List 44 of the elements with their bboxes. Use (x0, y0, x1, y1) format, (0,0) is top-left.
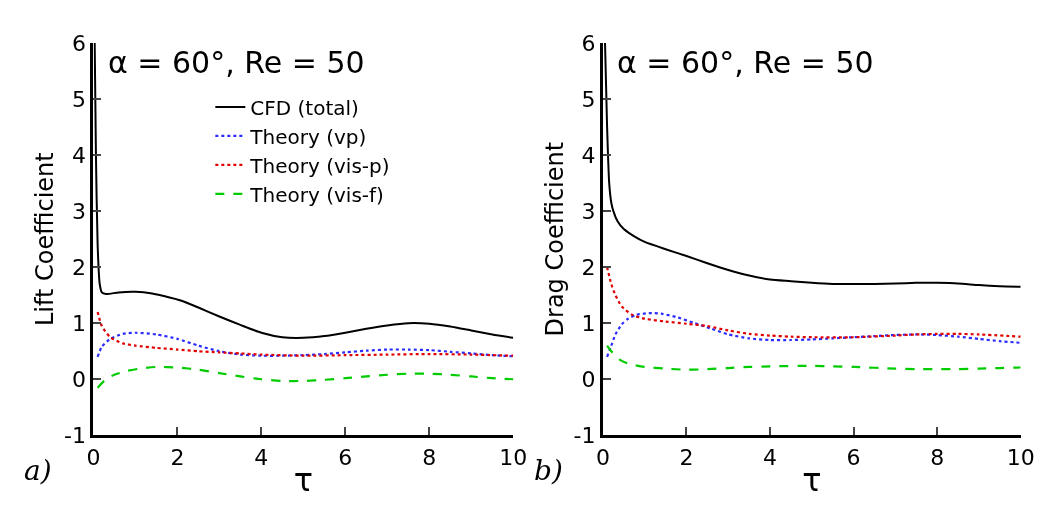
x-tick-label: 6 (338, 444, 353, 470)
y-tick-label: 2 (581, 254, 596, 280)
y-axis-title: Drag Coefficient (540, 141, 569, 337)
line-series (606, 266, 1021, 339)
y-tick-label: 2 (72, 254, 87, 280)
x-tick-label: 8 (930, 444, 945, 470)
x-tick-label: 6 (846, 444, 861, 470)
text: a) (24, 454, 52, 487)
y-tick-label: 0 (72, 366, 87, 392)
x-tick-label: 4 (254, 444, 269, 470)
line-series (96, 365, 514, 389)
y-tick-label: 6 (581, 30, 596, 56)
y-tick-label: 1 (72, 310, 87, 336)
y-tick-label: 5 (72, 86, 87, 112)
y-tick-label: 6 (72, 30, 87, 56)
y-tick-label: 4 (581, 142, 596, 168)
x-tick-label: 2 (170, 444, 185, 470)
x-tick-label: 10 (499, 444, 528, 470)
x-tick-label: 8 (422, 444, 437, 470)
x-tick-label: 4 (763, 444, 778, 470)
line-series (606, 344, 1021, 371)
line-series (96, 331, 514, 358)
line-series (96, 310, 514, 357)
y-tick-label: 3 (72, 198, 87, 224)
y-tick-label: -1 (573, 423, 596, 448)
legend-label: Theory (vp) (249, 124, 367, 149)
x-tick-label: 10 (1006, 444, 1035, 470)
annotation: α = 60°, Re = 50 (108, 45, 365, 80)
y-axis-title: Lift Coefficient (31, 152, 60, 327)
y-tick-label: 4 (72, 142, 87, 168)
x-tick-label: 2 (679, 444, 694, 470)
text: b) (534, 454, 563, 487)
y-tick-label: 5 (581, 86, 596, 112)
line-series (606, 312, 1021, 358)
legend-label: Theory (vis-f) (249, 182, 384, 207)
legend-label: CFD (total) (250, 95, 359, 120)
x-axis-title: τ (802, 460, 822, 499)
y-tick-label: 3 (581, 198, 596, 224)
y-tick-label: 1 (581, 310, 596, 336)
y-tick-label: -1 (64, 423, 87, 448)
legend-label: Theory (vis-p) (249, 153, 390, 178)
y-tick-label: 0 (581, 366, 596, 392)
annotation: α = 60°, Re = 50 (617, 45, 874, 80)
x-axis-title: τ (293, 460, 313, 499)
